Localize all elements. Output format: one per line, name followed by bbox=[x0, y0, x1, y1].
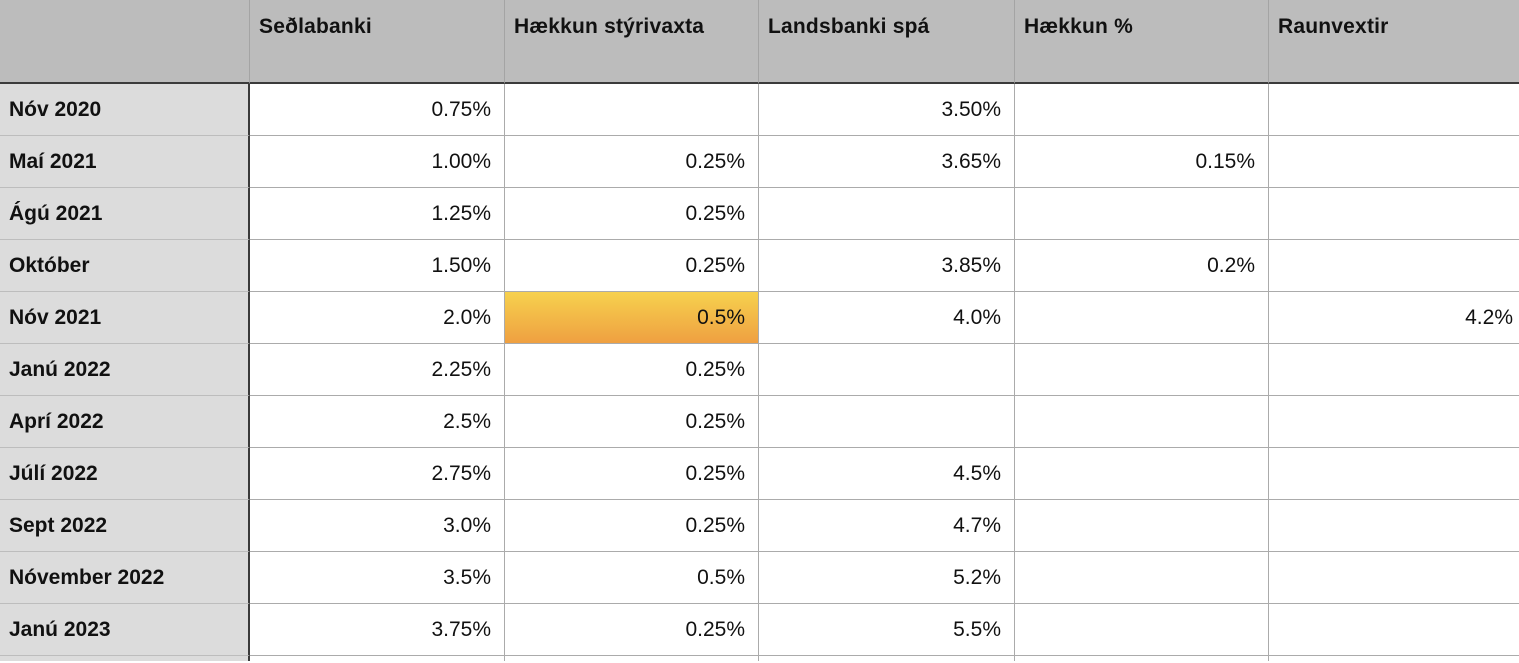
cell[interactable] bbox=[1269, 188, 1519, 240]
row-label-nov-2021[interactable]: Nóv 2021 bbox=[0, 292, 250, 344]
cell[interactable] bbox=[1269, 448, 1519, 500]
cell[interactable] bbox=[1269, 396, 1519, 448]
row-label-juli-2022[interactable]: Júlí 2022 bbox=[0, 448, 250, 500]
cell[interactable]: 0.5% bbox=[505, 552, 759, 604]
cell[interactable]: 4.5% bbox=[759, 448, 1015, 500]
cell[interactable]: 0.25% bbox=[505, 396, 759, 448]
cell[interactable]: 2.0% bbox=[250, 292, 505, 344]
cell[interactable] bbox=[1015, 500, 1269, 552]
cell[interactable]: 1.25% bbox=[250, 188, 505, 240]
cell[interactable]: 0.25% bbox=[505, 240, 759, 292]
cell[interactable]: 0.25% bbox=[505, 604, 759, 656]
column-header-haekkun-styrivaxta[interactable]: Hækkun stýrivaxta bbox=[505, 0, 759, 84]
cell[interactable]: 3.50% bbox=[759, 84, 1015, 136]
cell[interactable]: 2.25% bbox=[250, 344, 505, 396]
cell[interactable] bbox=[1269, 344, 1519, 396]
row-label-sept-2022[interactable]: Sept 2022 bbox=[0, 500, 250, 552]
cell[interactable]: 0.75% bbox=[250, 84, 505, 136]
cell[interactable]: 3.0% bbox=[250, 500, 505, 552]
cell[interactable]: 4.7% bbox=[759, 500, 1015, 552]
corner-header-cell[interactable] bbox=[0, 0, 250, 84]
cell[interactable] bbox=[1015, 552, 1269, 604]
row-label-janu-2023[interactable]: Janú 2023 bbox=[0, 604, 250, 656]
cell[interactable] bbox=[1269, 84, 1519, 136]
row-label-oktober[interactable]: Október bbox=[0, 240, 250, 292]
column-header-landsbanki-spa[interactable]: Landsbanki spá bbox=[759, 0, 1015, 84]
cell[interactable]: 0.25% bbox=[505, 448, 759, 500]
cell[interactable] bbox=[1269, 240, 1519, 292]
cell[interactable]: 2.75% bbox=[250, 448, 505, 500]
row-label-nov-2020[interactable]: Nóv 2020 bbox=[0, 84, 250, 136]
cell[interactable] bbox=[759, 344, 1015, 396]
column-header-raunvextir[interactable]: Raunvextir bbox=[1269, 0, 1519, 84]
cell[interactable] bbox=[1015, 84, 1269, 136]
partial-row-cell[interactable] bbox=[1269, 656, 1519, 661]
row-label-apri-2022[interactable]: Aprí 2022 bbox=[0, 396, 250, 448]
cell[interactable] bbox=[1269, 604, 1519, 656]
cell[interactable]: 3.85% bbox=[759, 240, 1015, 292]
partial-row-cell[interactable] bbox=[1015, 656, 1269, 661]
cell[interactable]: 5.5% bbox=[759, 604, 1015, 656]
cell[interactable] bbox=[1015, 448, 1269, 500]
cell[interactable] bbox=[1015, 396, 1269, 448]
row-label-mai-2021[interactable]: Maí 2021 bbox=[0, 136, 250, 188]
cell[interactable] bbox=[1015, 292, 1269, 344]
partial-row-cell[interactable] bbox=[505, 656, 759, 661]
cell[interactable]: 0.25% bbox=[505, 500, 759, 552]
cell[interactable] bbox=[1269, 500, 1519, 552]
cell[interactable]: 2.5% bbox=[250, 396, 505, 448]
cell[interactable]: 4.0% bbox=[759, 292, 1015, 344]
cell[interactable]: 5.2% bbox=[759, 552, 1015, 604]
cell[interactable]: 0.15% bbox=[1015, 136, 1269, 188]
column-header-haekkun[interactable]: Hækkun % bbox=[1015, 0, 1269, 84]
cell[interactable]: 1.00% bbox=[250, 136, 505, 188]
cell[interactable]: 3.5% bbox=[250, 552, 505, 604]
cell[interactable]: 3.75% bbox=[250, 604, 505, 656]
cell[interactable] bbox=[759, 396, 1015, 448]
row-label-november-2022[interactable]: Nóvember 2022 bbox=[0, 552, 250, 604]
row-label-agu-2021[interactable]: Ágú 2021 bbox=[0, 188, 250, 240]
cell[interactable] bbox=[759, 188, 1015, 240]
cell[interactable]: 0.25% bbox=[505, 344, 759, 396]
cell[interactable] bbox=[1269, 552, 1519, 604]
cell[interactable] bbox=[1015, 344, 1269, 396]
cell[interactable]: 1.50% bbox=[250, 240, 505, 292]
cell[interactable] bbox=[505, 84, 759, 136]
column-header-sedlabanki[interactable]: Seðlabanki bbox=[250, 0, 505, 84]
highlighted-cell[interactable]: 0.5% bbox=[505, 292, 759, 344]
cell[interactable]: 0.25% bbox=[505, 136, 759, 188]
cell[interactable]: 0.25% bbox=[505, 188, 759, 240]
partial-row-cell[interactable] bbox=[759, 656, 1015, 661]
cell[interactable]: 3.65% bbox=[759, 136, 1015, 188]
cell[interactable] bbox=[1015, 188, 1269, 240]
partial-row-label[interactable] bbox=[0, 656, 250, 661]
cell[interactable]: 0.2% bbox=[1015, 240, 1269, 292]
partial-row-cell[interactable] bbox=[250, 656, 505, 661]
cell[interactable] bbox=[1269, 136, 1519, 188]
row-label-janu-2022[interactable]: Janú 2022 bbox=[0, 344, 250, 396]
cell[interactable]: 4.2% bbox=[1269, 292, 1519, 344]
cell[interactable] bbox=[1015, 604, 1269, 656]
